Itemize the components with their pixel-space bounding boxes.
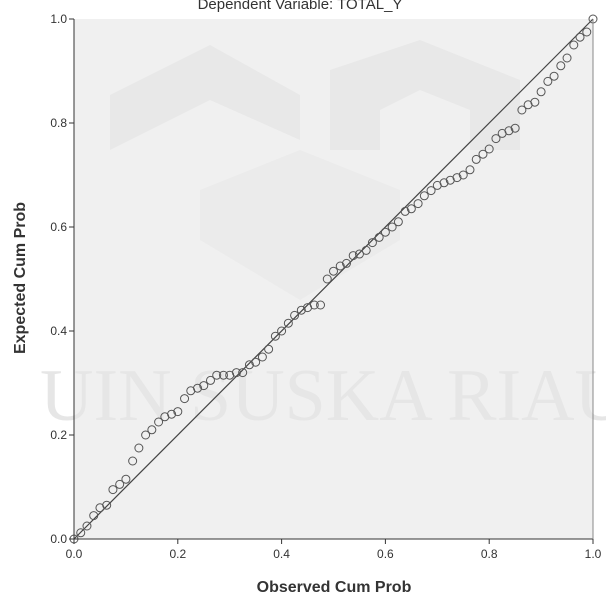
data-point	[167, 409, 177, 419]
data-point	[264, 344, 274, 354]
data-point	[128, 456, 138, 466]
data-point	[478, 149, 488, 159]
data-point	[296, 305, 306, 315]
data-point	[387, 222, 397, 232]
data-point	[491, 134, 501, 144]
reference-line	[73, 18, 594, 540]
data-point	[452, 173, 462, 183]
data-point	[556, 61, 566, 71]
data-point	[361, 245, 371, 255]
data-point	[193, 383, 203, 393]
data-point	[549, 71, 559, 81]
data-point	[439, 178, 449, 188]
data-point	[322, 274, 332, 284]
data-point	[134, 443, 144, 453]
x-tick-label: 0.6	[377, 547, 394, 561]
data-point	[367, 238, 377, 248]
data-point	[348, 251, 358, 261]
data-point	[393, 217, 403, 227]
data-point	[283, 318, 293, 328]
x-axis-title: Observed Cum Prob	[257, 579, 412, 596]
data-point	[102, 500, 112, 510]
data-point	[380, 227, 390, 237]
data-point	[231, 368, 241, 378]
data-point	[406, 204, 416, 214]
data-point	[536, 87, 546, 97]
data-point	[400, 206, 410, 216]
data-point	[471, 154, 481, 164]
data-point	[141, 430, 151, 440]
data-point	[238, 368, 248, 378]
data-point	[251, 357, 261, 367]
data-point	[121, 474, 131, 484]
data-point	[108, 485, 118, 495]
data-point	[290, 310, 300, 320]
data-point	[413, 199, 423, 209]
data-point	[419, 191, 429, 201]
data-point	[504, 126, 514, 136]
x-tick-label: 1.0	[585, 547, 602, 561]
data-point	[218, 370, 228, 380]
data-point	[270, 331, 280, 341]
data-point	[154, 417, 164, 427]
data-point	[582, 27, 592, 37]
data-point	[257, 352, 267, 362]
data-point	[484, 144, 494, 154]
x-tick-label: 0.0	[66, 547, 83, 561]
points-layer	[69, 14, 598, 544]
data-point	[458, 170, 468, 180]
y-axis-ticks: 0.0 0.2 0.4 0.6 0.8 1.0	[50, 12, 74, 546]
data-point	[173, 407, 183, 417]
data-point	[147, 425, 157, 435]
y-tick-label: 0.0	[50, 532, 67, 546]
data-point	[543, 76, 553, 86]
watermark-logo-shape	[110, 45, 300, 150]
data-point	[569, 40, 579, 50]
watermark-text: UIN SUSKA RIAU	[40, 355, 606, 437]
data-point	[277, 326, 287, 336]
data-point	[575, 32, 585, 42]
watermark-logo-shape	[330, 40, 520, 150]
y-tick-label: 0.8	[50, 116, 67, 130]
x-tick-label: 0.4	[273, 547, 290, 561]
data-point	[309, 300, 319, 310]
data-point	[465, 165, 475, 175]
data-point	[199, 381, 209, 391]
x-tick-label: 0.2	[169, 547, 186, 561]
y-tick-label: 0.4	[50, 324, 67, 338]
data-point	[205, 375, 215, 385]
y-tick-label: 0.2	[50, 428, 67, 442]
data-point	[212, 370, 222, 380]
data-point	[354, 249, 364, 259]
x-tick-label: 0.8	[481, 547, 498, 561]
y-tick-label: 1.0	[50, 12, 67, 26]
x-axis-ticks: 0.0 0.2 0.4 0.6 0.8 1.0	[66, 539, 602, 561]
data-point	[76, 528, 86, 538]
data-point	[562, 53, 572, 63]
chart-title: Dependent Variable: TOTAL_Y	[198, 0, 403, 13]
data-point	[510, 123, 520, 133]
data-point	[374, 232, 384, 242]
data-point	[517, 105, 527, 115]
data-point	[115, 479, 125, 489]
y-tick-label: 0.6	[50, 220, 67, 234]
data-point	[329, 266, 338, 276]
data-point	[180, 394, 190, 404]
data-point	[530, 97, 540, 107]
data-point	[244, 360, 254, 370]
data-point	[335, 261, 345, 271]
data-point	[316, 300, 326, 310]
y-axis-title: Expected Cum Prob	[12, 202, 29, 354]
data-point	[82, 521, 92, 531]
data-point	[341, 258, 351, 268]
data-point	[426, 186, 436, 196]
data-point	[89, 511, 99, 521]
